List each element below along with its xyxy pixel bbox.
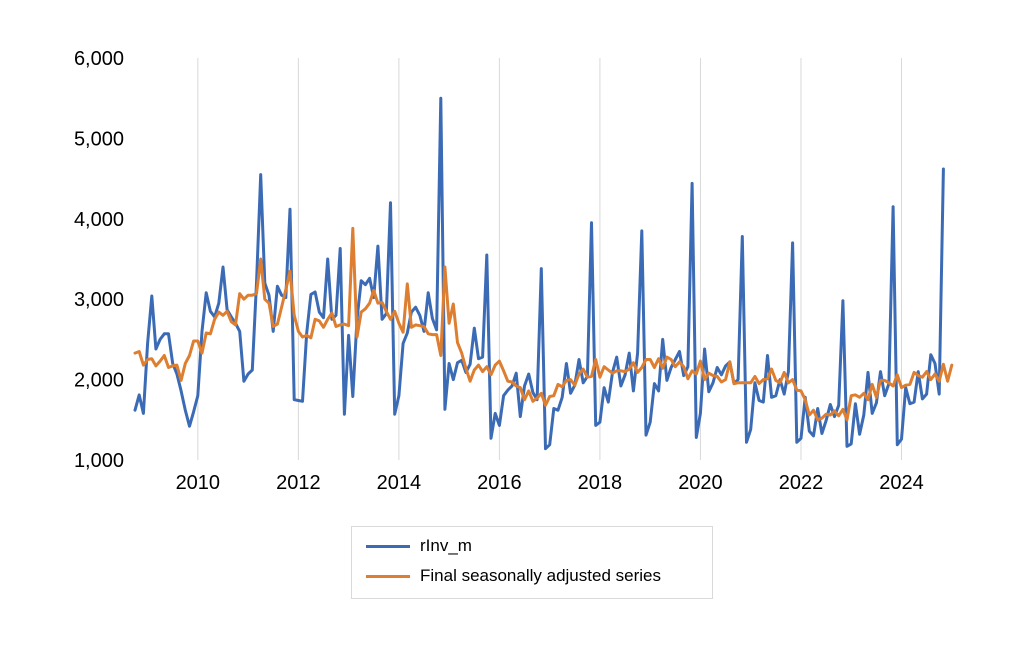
legend-item-rinv-m: rInv_m xyxy=(366,535,472,557)
series-line-rinv-m xyxy=(133,96,945,451)
y-tick-label-2000: 2,000 xyxy=(74,370,124,392)
legend-item-seasonally-adjusted: Final seasonally adjusted series xyxy=(366,565,661,587)
x-tick-label-2020: 2020 xyxy=(678,472,723,494)
x-tick-label-2022: 2022 xyxy=(779,472,824,494)
y-tick-label-4000: 4,000 xyxy=(74,209,124,231)
series-line-seasonally-adjusted xyxy=(133,226,954,422)
legend-swatch-rinv-m xyxy=(366,544,410,548)
x-tick-label-2012: 2012 xyxy=(276,472,321,494)
vertical-gridlines xyxy=(197,58,902,460)
legend: rInv_m Final seasonally adjusted series xyxy=(351,526,713,599)
y-tick-label-6000: 6,000 xyxy=(74,48,124,70)
x-tick-label-2014: 2014 xyxy=(377,472,422,494)
x-axis-tick-labels: 2010 2012 2014 2016 2018 2020 2022 2024 xyxy=(176,472,924,494)
legend-label-seasonally-adjusted: Final seasonally adjusted series xyxy=(420,566,661,585)
y-tick-label-1000: 1,000 xyxy=(74,450,124,472)
y-axis-tick-labels: 1,000 2,000 3,000 4,000 5,000 6,000 xyxy=(74,48,124,472)
y-tick-label-3000: 3,000 xyxy=(74,289,124,311)
y-tick-label-5000: 5,000 xyxy=(74,128,124,150)
x-tick-label-2024: 2024 xyxy=(879,472,924,494)
series-lines xyxy=(133,96,954,451)
x-tick-label-2010: 2010 xyxy=(176,472,221,494)
legend-swatch-seasonally-adjusted xyxy=(366,574,410,578)
legend-label-rinv-m: rInv_m xyxy=(420,536,472,555)
x-tick-label-2018: 2018 xyxy=(578,472,623,494)
x-tick-label-2016: 2016 xyxy=(477,472,522,494)
